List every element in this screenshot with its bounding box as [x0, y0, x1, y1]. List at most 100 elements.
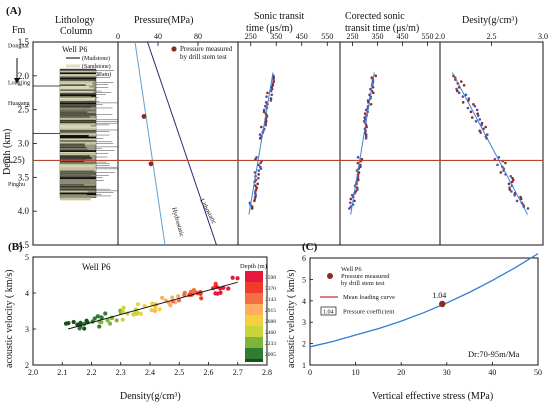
- density-sample: [513, 193, 516, 197]
- corrected-sonic-sample: [359, 163, 362, 167]
- corrected-sonic-sample: [356, 161, 360, 165]
- depth-tick-label: 3.5: [18, 172, 30, 182]
- corrected-sonic-sample: [356, 156, 360, 159]
- panel-b-point: [107, 321, 113, 326]
- corrected-sonic-tick-label: 450: [397, 32, 409, 41]
- panel-c-dst-label: 1.04: [432, 291, 446, 300]
- density-sample: [469, 110, 473, 114]
- colorbar-label: 2460: [265, 330, 276, 336]
- lithology-layer: [60, 143, 85, 146]
- sonic-sample: [257, 169, 260, 172]
- lithology-layer: [60, 170, 95, 172]
- sonic-sample: [264, 101, 268, 104]
- colorbar-swatch: [245, 326, 263, 337]
- panel-b-point: [138, 311, 143, 316]
- panel-b-point: [182, 290, 187, 295]
- density-sample: [470, 116, 474, 119]
- sonic-title-2: time (μs/m): [246, 23, 293, 34]
- sonic-sample: [254, 178, 258, 182]
- density-sample: [504, 161, 507, 165]
- corrected-sonic-sample: [348, 207, 351, 210]
- dst-point: [141, 114, 147, 119]
- lithology-layer: [60, 179, 96, 181]
- lithology-layer: [60, 107, 91, 111]
- lithology-layer: [60, 141, 96, 145]
- colorbar-label: 2915: [265, 308, 276, 314]
- formations: Donghai Longjing Huagang Pinghu: [8, 43, 60, 188]
- lithology-layer: [60, 104, 96, 108]
- panel-b-point: [157, 307, 162, 312]
- sonic-sample: [264, 123, 268, 127]
- lithology-layer: [60, 153, 96, 156]
- lithology-layer: [60, 197, 91, 201]
- lithology-layer: [60, 158, 87, 161]
- sonic-tick-label: 250: [245, 32, 257, 41]
- corrected-sonic-sample: [369, 102, 373, 106]
- lithology-layer: [60, 131, 96, 134]
- panel-b-point: [78, 320, 83, 325]
- density-track: 2.0 2.5 3.0: [435, 32, 548, 215]
- lithology-layer: [60, 124, 91, 127]
- corrected-sonic-sample: [364, 133, 368, 136]
- lithology-layer: [60, 80, 94, 83]
- panel-b-point: [97, 324, 102, 329]
- pressure-legend-line2: by drill stem test: [180, 53, 227, 61]
- pressure-legend-line1: Pressure measured: [180, 45, 233, 53]
- corrected-sonic-tick-label: 350: [372, 32, 384, 41]
- panel-b-point: [92, 316, 97, 321]
- lithology-layer: [60, 84, 86, 86]
- corrected-sonic-sample: [370, 76, 374, 80]
- lithology-title-2: Column: [60, 26, 92, 37]
- lithology-layer: [60, 92, 96, 96]
- corrected-sonic-sample: [374, 74, 378, 78]
- lithology-layer: [60, 173, 91, 177]
- lithology-layer: [60, 89, 96, 92]
- density-sample: [456, 89, 459, 93]
- sonic-sample: [259, 167, 263, 170]
- sonic-sample: [269, 99, 273, 102]
- sonic-sample: [253, 199, 256, 203]
- density-title: Desity(g/cm³): [462, 15, 518, 26]
- panel-b-point: [152, 308, 158, 314]
- lithology-layer: [60, 194, 87, 196]
- sonic-sample: [254, 184, 257, 188]
- corrected-sonic-sample: [364, 135, 368, 138]
- colorbar-swatch: [245, 271, 263, 282]
- panel-c: (C) 0 10 20 30 40 50 1 2 3 4 5 6 1.04 Well P6 Press…: [286, 241, 542, 402]
- panel-b-point: [66, 321, 71, 326]
- lithology-layer: [60, 82, 93, 86]
- panel-b-xtick-label: 2.3: [116, 368, 126, 377]
- panel-c-ytick-label: 6: [302, 254, 306, 263]
- corrected-sonic-sample: [362, 120, 366, 123]
- panel-b-ytick-label: 3: [25, 325, 29, 334]
- corrected-sonic-title-2: transit time (μs/m): [345, 23, 419, 34]
- lithology-layer: [60, 192, 96, 196]
- overpressure-depth-label: (3.25): [3, 155, 25, 165]
- density-sample: [497, 156, 501, 159]
- depth-axis-label: Depth (km): [2, 129, 13, 175]
- corrected-sonic-sample: [363, 112, 367, 116]
- lithology-layer: [60, 185, 96, 189]
- sonic-sample: [254, 157, 257, 161]
- lithology-title-1: Lithology: [55, 15, 94, 26]
- panel-c-series: 1.04: [309, 253, 539, 348]
- lithology-layer: [60, 168, 96, 171]
- pressure-legend-marker: [171, 46, 177, 52]
- sonic-sample: [269, 97, 273, 100]
- panel-c-xtick-label: 0: [308, 368, 312, 377]
- sonic-sample: [272, 76, 276, 80]
- lithology-layer: [60, 94, 96, 97]
- panel-b-point: [134, 311, 140, 316]
- depth-colorbar: 3598 3370 3143 2915 2688 2460 2233 2005: [245, 271, 276, 362]
- lithology-layer: [60, 74, 96, 77]
- panel-b-points: [63, 275, 240, 331]
- panel-b-point: [105, 318, 110, 323]
- pressure-track: 0 40 80: [116, 32, 217, 246]
- sonic-tick-label: 450: [296, 32, 308, 41]
- corrected-sonic-track: 250 350 450 550: [347, 32, 434, 215]
- density-trend: [451, 72, 528, 215]
- corrected-sonic-sample: [349, 197, 353, 201]
- lithology-layer: [60, 99, 87, 102]
- lithology-layer: [60, 121, 96, 125]
- lithology-layer: [60, 97, 95, 101]
